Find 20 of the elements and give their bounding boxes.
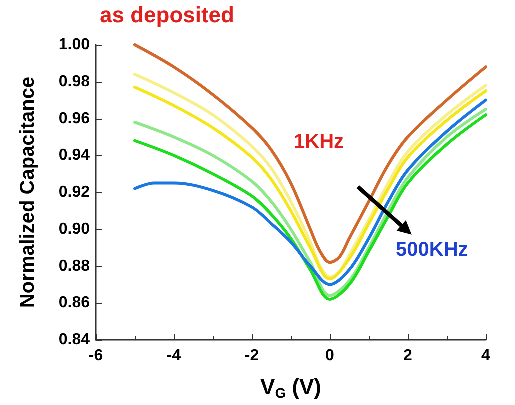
- x-tick-label: 2: [404, 348, 413, 364]
- y-axis-title: Normalized Capacitance: [17, 76, 39, 308]
- annotation: 500KHz: [396, 239, 468, 261]
- y-tick-label: 1.00: [58, 36, 90, 54]
- annotation: 1KHz: [294, 131, 344, 153]
- x-tick-label: -4: [166, 348, 182, 364]
- x-tick-label: 0: [326, 348, 335, 364]
- x-tick-label: -2: [244, 348, 260, 364]
- y-tick-label: 0.96: [58, 110, 90, 128]
- text: as deposited: [100, 2, 234, 28]
- y-tick-label: 0.86: [58, 294, 90, 312]
- y-tick-label: 0.88: [58, 258, 90, 275]
- line-series: [134, 44, 488, 264]
- y-tick-label: 0.90: [58, 220, 90, 238]
- x-tick-label: -6: [88, 348, 104, 364]
- y-tick-label: 0.84: [58, 332, 90, 348]
- y-tick-label: 0.94: [58, 147, 90, 164]
- y-tick-label: 0.92: [58, 184, 90, 201]
- y-tick-label: 0.98: [58, 73, 90, 90]
- x-tick-label: 4: [482, 348, 491, 364]
